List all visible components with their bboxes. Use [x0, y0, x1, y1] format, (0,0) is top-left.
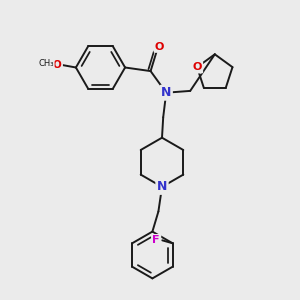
Text: CH₃: CH₃	[39, 59, 54, 68]
Text: N: N	[161, 86, 171, 99]
Text: O: O	[155, 41, 164, 52]
Text: N: N	[157, 180, 167, 194]
Text: O: O	[192, 62, 202, 72]
Text: O: O	[53, 60, 62, 70]
Text: F: F	[152, 235, 160, 245]
